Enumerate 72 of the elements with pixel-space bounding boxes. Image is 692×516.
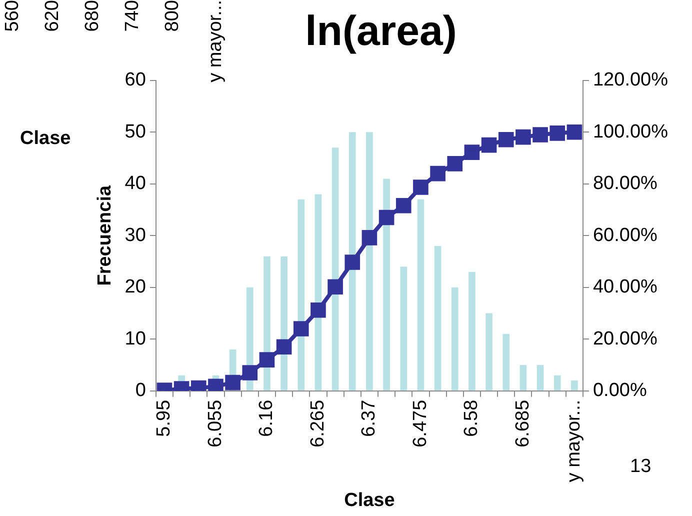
bar bbox=[536, 364, 544, 390]
bar bbox=[298, 199, 305, 390]
bar bbox=[383, 178, 390, 390]
text: 560 bbox=[2, 0, 24, 32]
point bbox=[447, 156, 463, 172]
y2-tick-label: 40.00% bbox=[592, 276, 658, 298]
point bbox=[362, 230, 378, 246]
y-tick-label: 10 bbox=[124, 328, 146, 350]
text: Clase bbox=[20, 128, 71, 150]
y-axis-title: Frecuencia bbox=[94, 185, 116, 286]
point bbox=[396, 198, 412, 214]
point bbox=[276, 339, 292, 355]
x-tick-label: 6.265 bbox=[307, 400, 328, 448]
x-tick-label: 6.16 bbox=[256, 400, 278, 437]
text: 13 bbox=[630, 456, 652, 478]
annotation: y mayor... bbox=[205, 0, 227, 82]
text: 680 bbox=[82, 0, 104, 32]
y2-tick-label: 20.00% bbox=[592, 328, 658, 350]
y-tick-label: 30 bbox=[124, 224, 146, 246]
point bbox=[516, 129, 531, 145]
y2-tick-label: 100.00% bbox=[592, 121, 668, 142]
bar bbox=[554, 375, 561, 390]
point bbox=[464, 144, 480, 160]
point bbox=[378, 210, 394, 226]
bar bbox=[417, 199, 424, 390]
x-tick-label: y mayor... bbox=[564, 400, 585, 482]
bar bbox=[264, 256, 270, 390]
point bbox=[566, 124, 582, 140]
point bbox=[259, 352, 275, 368]
bar bbox=[348, 132, 356, 390]
x-axis-title: Clase bbox=[344, 490, 395, 511]
chart-title: ln(area) bbox=[305, 6, 457, 54]
y2-tick-label: 0.00% bbox=[592, 380, 647, 402]
y2-tick-label: 80.00% bbox=[592, 173, 658, 194]
y2-tick-label: 60.00% bbox=[592, 224, 658, 246]
y-tick-label: 20 bbox=[124, 276, 146, 298]
text: 740 bbox=[122, 0, 144, 32]
y-tick-label: 40 bbox=[124, 173, 146, 194]
point bbox=[310, 302, 326, 318]
bar bbox=[571, 380, 578, 390]
bar bbox=[366, 132, 373, 390]
text: 800 bbox=[162, 0, 184, 32]
point bbox=[430, 166, 446, 182]
bar bbox=[520, 364, 527, 390]
x-tick-label: 6.685 bbox=[512, 400, 534, 448]
text: 620 bbox=[42, 0, 64, 32]
point bbox=[293, 321, 309, 336]
point bbox=[344, 254, 360, 270]
point bbox=[225, 374, 240, 390]
x-tick-label: 6.58 bbox=[461, 400, 482, 437]
point bbox=[328, 279, 343, 295]
bar bbox=[486, 313, 492, 390]
bar bbox=[468, 272, 476, 390]
point bbox=[550, 126, 566, 141]
bar bbox=[502, 334, 510, 390]
point bbox=[242, 365, 258, 380]
bar bbox=[434, 246, 442, 390]
x-tick-label: 6.055 bbox=[204, 400, 226, 448]
bar bbox=[400, 266, 408, 390]
y2-tick-label: 120.00% bbox=[592, 70, 668, 91]
bar bbox=[451, 287, 458, 390]
x-tick-label: 5.95 bbox=[154, 400, 175, 437]
y-tick-label: 0 bbox=[135, 380, 146, 402]
bar bbox=[280, 256, 288, 390]
x-tick-label: 6.475 bbox=[410, 400, 431, 448]
x-tick-label: 6.37 bbox=[358, 400, 380, 437]
point bbox=[481, 137, 497, 153]
point bbox=[532, 127, 548, 142]
point bbox=[498, 132, 514, 148]
y-tick-label: 50 bbox=[124, 121, 146, 142]
point bbox=[413, 180, 428, 195]
y-tick-label: 60 bbox=[124, 70, 146, 91]
